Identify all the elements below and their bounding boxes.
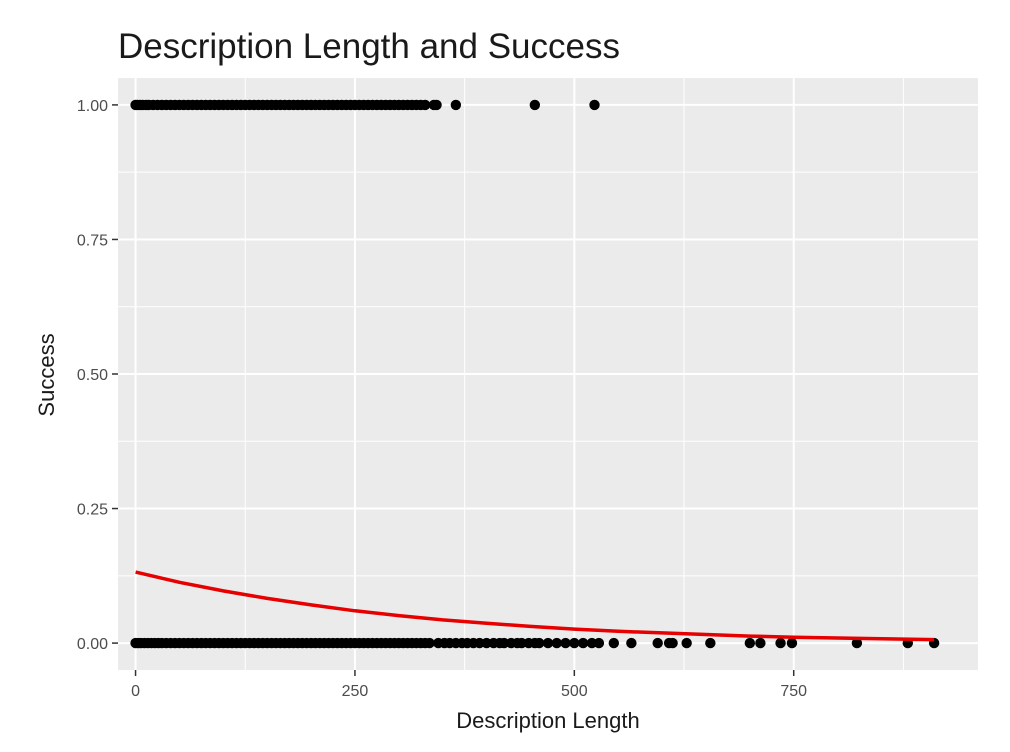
x-tick-label: 0 bbox=[131, 683, 140, 700]
chart-title: Description Length and Success bbox=[118, 27, 620, 66]
y-tick-label: 0.00 bbox=[77, 636, 108, 653]
data-point bbox=[775, 637, 786, 649]
data-point bbox=[450, 99, 462, 111]
x-tick-label: 750 bbox=[780, 683, 807, 700]
data-point bbox=[424, 637, 435, 649]
data-point bbox=[577, 637, 589, 649]
data-point bbox=[608, 637, 620, 649]
data-point bbox=[569, 637, 580, 649]
data-point bbox=[667, 637, 678, 649]
grid-major bbox=[118, 78, 978, 670]
data-point bbox=[681, 637, 692, 649]
y-tick-label: 0.50 bbox=[77, 367, 108, 384]
data-point bbox=[551, 637, 562, 649]
data-point bbox=[529, 99, 541, 111]
data-point bbox=[626, 637, 637, 649]
data-point bbox=[542, 637, 554, 649]
data-point bbox=[589, 99, 600, 111]
data-point bbox=[593, 637, 605, 649]
data-point bbox=[419, 99, 431, 111]
y-tick-label: 1.00 bbox=[77, 98, 108, 115]
data-point bbox=[851, 637, 863, 649]
data-point bbox=[744, 637, 756, 649]
data-point bbox=[431, 99, 442, 111]
x-tick-label: 250 bbox=[342, 683, 369, 700]
data-point bbox=[560, 637, 571, 649]
y-axis-title: Success bbox=[34, 333, 59, 416]
scatter-points bbox=[130, 99, 940, 649]
y-axis: 0.00 0.25 0.50 0.75 1.00 bbox=[77, 98, 118, 653]
fit-line bbox=[135, 570, 935, 642]
x-axis: 0 250 500 750 bbox=[131, 670, 807, 700]
data-point bbox=[534, 637, 545, 649]
y-tick-label: 0.25 bbox=[77, 502, 108, 519]
data-point bbox=[786, 637, 798, 649]
y-tick-label: 0.75 bbox=[77, 232, 108, 249]
data-point bbox=[652, 637, 663, 649]
x-axis-title: Description Length bbox=[456, 708, 639, 733]
x-tick-label: 500 bbox=[561, 683, 588, 700]
data-point bbox=[705, 637, 716, 649]
data-point bbox=[755, 637, 766, 649]
